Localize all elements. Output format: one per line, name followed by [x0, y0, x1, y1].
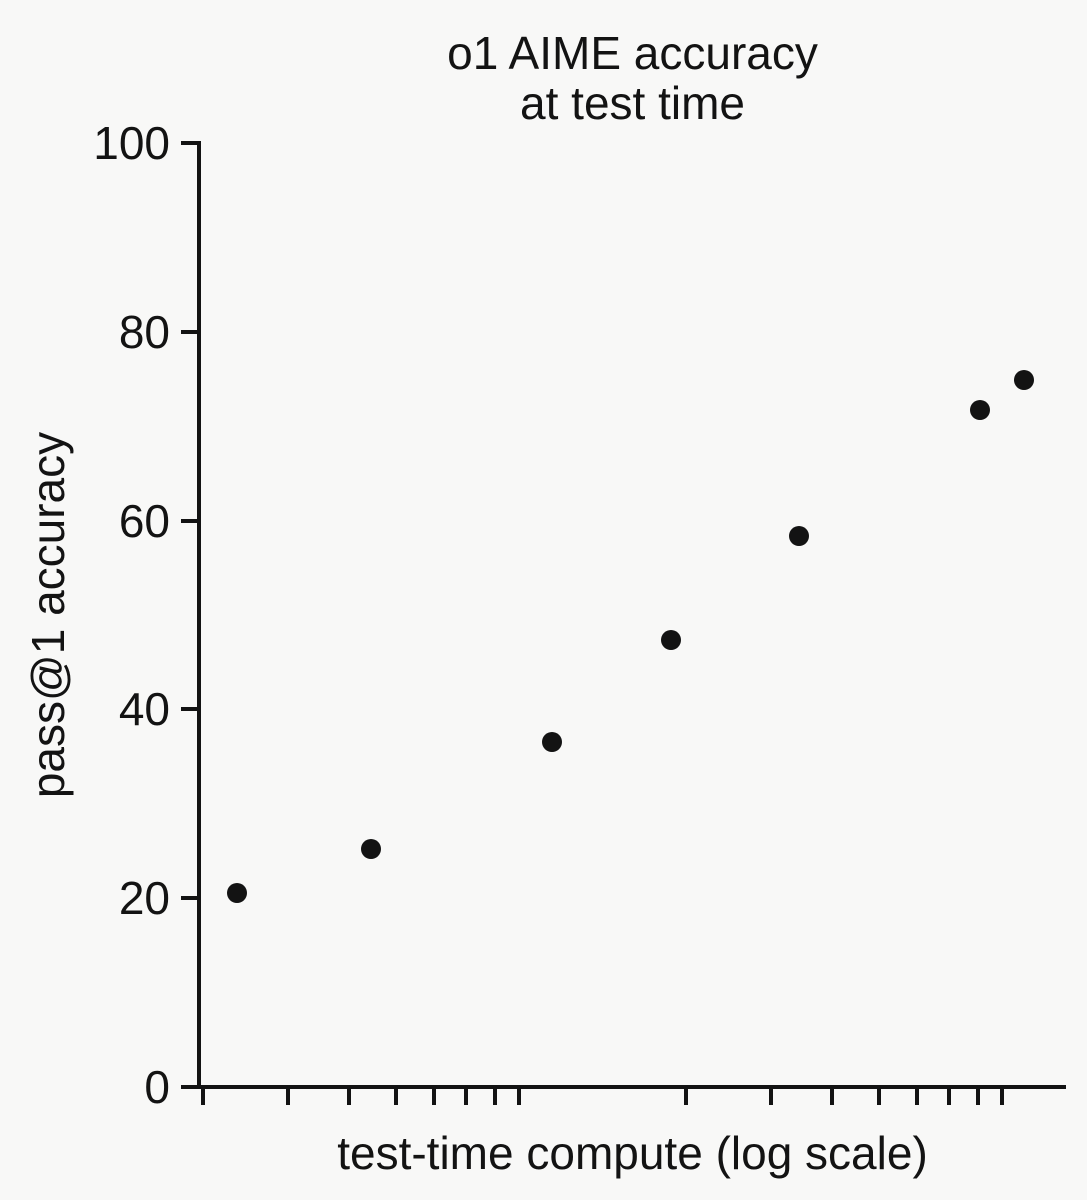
- y-tick-label: 20: [118, 872, 170, 925]
- y-tick-label: 0: [144, 1061, 170, 1113]
- data-point: [660, 630, 681, 651]
- data-point: [1014, 369, 1035, 390]
- x-axis-minor-tick: [829, 1089, 834, 1105]
- y-axis-line: [197, 141, 201, 1089]
- x-axis-minor-tick: [201, 1089, 206, 1105]
- data-point: [360, 839, 381, 860]
- x-axis-label: test-time compute (log scale): [337, 1127, 928, 1179]
- x-axis-minor-tick: [999, 1089, 1004, 1105]
- x-axis-line: [197, 1085, 1066, 1089]
- data-point: [788, 525, 809, 546]
- x-axis-minor-tick: [431, 1089, 436, 1105]
- data-point: [970, 400, 991, 421]
- data-point: [227, 883, 248, 904]
- data-point: [541, 732, 562, 753]
- x-axis-minor-tick: [684, 1089, 689, 1105]
- x-axis-minor-tick: [492, 1089, 497, 1105]
- chart-title-line-2: at test time: [520, 77, 745, 129]
- x-axis-minor-tick: [393, 1089, 398, 1105]
- y-axis-label: pass@1 accuracy: [22, 431, 74, 799]
- y-tick-label: 80: [118, 305, 170, 358]
- chart-title-line-1: o1 AIME accuracy: [447, 27, 818, 79]
- x-axis-minor-tick: [516, 1089, 521, 1105]
- x-axis-minor-tick: [346, 1089, 351, 1105]
- y-axis-tick: [181, 896, 199, 901]
- x-axis-minor-tick: [914, 1089, 919, 1105]
- y-tick-label: 40: [118, 683, 170, 736]
- y-tick-label: 60: [118, 494, 170, 547]
- y-axis-tick: [181, 1085, 199, 1089]
- y-axis-tick: [181, 707, 199, 712]
- y-axis-tick: [181, 141, 199, 145]
- y-axis-tick: [181, 518, 199, 523]
- x-axis-minor-tick: [464, 1089, 469, 1105]
- chart-title: o1 AIME accuracy at test time: [199, 28, 1066, 128]
- x-axis-minor-tick: [286, 1089, 291, 1105]
- x-axis-minor-tick: [876, 1089, 881, 1105]
- y-axis-tick: [181, 329, 199, 334]
- x-axis-minor-tick: [769, 1089, 774, 1105]
- x-axis-minor-tick: [975, 1089, 980, 1105]
- y-tick-label: 100: [93, 117, 170, 169]
- x-axis-minor-tick: [946, 1089, 951, 1105]
